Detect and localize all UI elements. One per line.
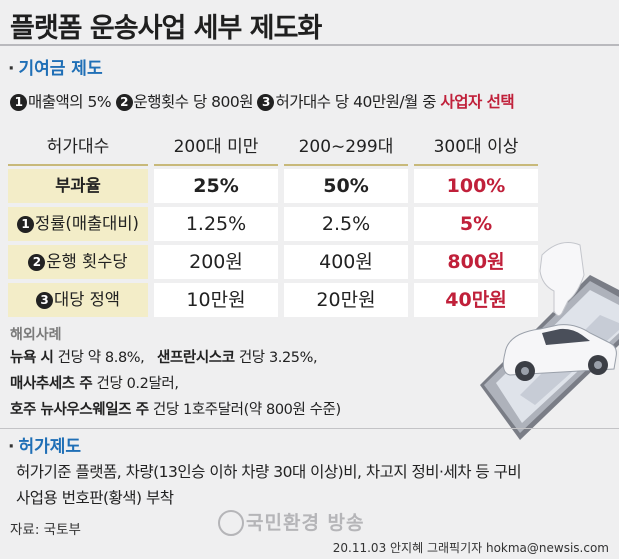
rate-text: 건당 3.25%, [234, 350, 318, 366]
table-cell: 25% [154, 169, 278, 203]
bullet-dot: · [8, 437, 15, 457]
row-label: 부과율 [8, 169, 148, 203]
section-title: 기여금 제도 [18, 59, 103, 79]
row-label: 3 대당 정액 [8, 283, 148, 317]
number-3-icon: 3 [257, 94, 275, 111]
table-cell: 1.25% [154, 207, 278, 241]
table-cell: 200원 [154, 245, 278, 279]
overseas-line-3: 호주 뉴사우스웨일즈 주 건당 1호주달러(약 800원 수준) [10, 398, 341, 419]
option-2-text: 운행횟수 당 800원 [133, 93, 254, 111]
license-line-2: 사업용 번호판(황색) 부착 [16, 489, 174, 507]
header-col-2: 200∼299대 [298, 137, 394, 157]
row-label-text: 운행 횟수당 [46, 252, 128, 271]
number-1-icon: 1 [10, 94, 27, 111]
broadcaster-logo-icon [218, 510, 244, 536]
table-cell: 10만원 [154, 283, 278, 317]
section-license: · 허가제도 [8, 432, 81, 457]
row-label-text: 정률(매출대비) [35, 214, 139, 233]
header-col-3: 300대 이상 [433, 137, 519, 157]
number-1-icon: 1 [17, 216, 35, 233]
table-row: 부과율 25% 50% 100% [8, 169, 538, 205]
overseas-line-2: 매사추세츠 주 건당 0.2달러, [10, 372, 179, 393]
state-massachusetts: 매사추세츠 주 [10, 376, 93, 392]
rate-text: 건당 0.2달러, [92, 376, 179, 392]
section-contribution: · 기여금 제도 [8, 54, 103, 79]
table-cell: 800원 [414, 245, 538, 279]
rate-text: 건당 약 8.8%, [53, 350, 157, 366]
header-rule [414, 164, 538, 166]
car-icon [502, 324, 617, 381]
section-title: 허가제도 [18, 437, 82, 457]
number-2-icon: 2 [115, 94, 133, 111]
rate-text: 건당 1호주달러(약 800원 수준) [148, 402, 341, 418]
table-cell: 100% [414, 169, 538, 203]
overseas-line-1: 뉴욕 시 건당 약 8.8%, 샌프란시스코 건당 3.25%, [10, 346, 318, 367]
header-col-1: 200대 미만 [173, 137, 259, 157]
table-cell: 400원 [284, 245, 408, 279]
overseas-title: 해외사례 [10, 327, 62, 343]
table-row: 2 운행 횟수당 200원 400원 800원 [8, 245, 538, 281]
table-cell: 5% [414, 207, 538, 241]
phone-car-illustration [480, 242, 619, 440]
credit-line: 20.11.03 안지혜 그래픽기자 hokma@newsis.com [332, 541, 609, 555]
number-2-icon: 2 [28, 254, 46, 271]
header-rule [284, 164, 408, 166]
option-1-text: 매출액의 5% [28, 93, 112, 111]
option-3-text: 허가대수 당 40만원/월 중 [275, 93, 437, 111]
table-row: 3 대당 정액 10만원 20만원 40만원 [8, 283, 538, 319]
table-cell: 50% [284, 169, 408, 203]
city-newyork: 뉴욕 시 [10, 350, 54, 366]
row-label: 2 운행 횟수당 [8, 245, 148, 279]
table-cell: 40만원 [414, 283, 538, 317]
number-3-icon: 3 [36, 292, 54, 309]
title-divider [0, 44, 619, 46]
bullet-dot: · [8, 59, 15, 79]
source-note: 자료: 국토부 [10, 522, 81, 538]
operator-choice-text: 사업자 선택 [440, 93, 515, 111]
contribution-options: 1 매출액의 5% 2 운행횟수 당 800원 3 허가대수 당 40만원/월 중 사… [10, 90, 515, 112]
section-divider [0, 428, 619, 429]
pointing-hand-icon [539, 242, 585, 317]
watermark: 국민환경 방송 [246, 512, 365, 534]
table-row: 1 정률(매출대비) 1.25% 2.5% 5% [8, 207, 538, 243]
header-label: 허가대수 [46, 137, 110, 157]
header-rule [154, 164, 278, 166]
table-cell: 2.5% [284, 207, 408, 241]
city-sanfrancisco: 샌프란시스코 [157, 350, 235, 366]
table-cell: 20만원 [284, 283, 408, 317]
license-line-1: 허가기준 플랫폼, 차량(13인승 이하 차량 30대 이상)비, 차고지 정비… [16, 463, 522, 481]
header-rule [8, 164, 148, 166]
row-label: 1 정률(매출대비) [8, 207, 148, 241]
page-title: 플랫폼 운송사업 세부 제도화 [10, 13, 322, 44]
state-nsw: 호주 뉴사우스웨일즈 주 [10, 402, 149, 418]
row-label-text: 대당 정액 [54, 290, 120, 309]
